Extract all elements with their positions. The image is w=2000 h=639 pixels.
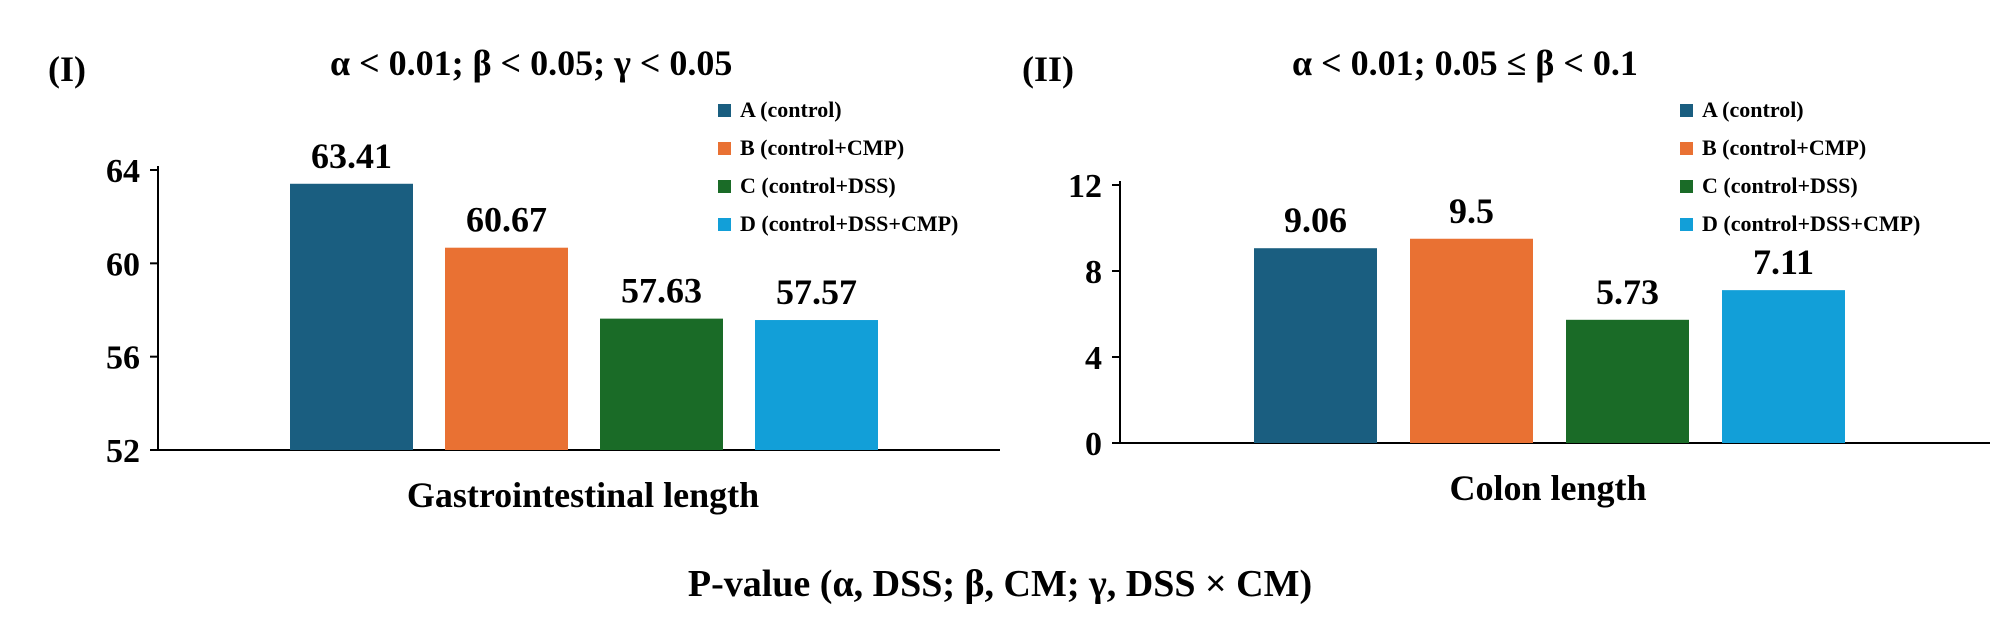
legend-label: B (control+CMP) xyxy=(1702,135,1867,160)
x-axis-label: Colon length xyxy=(1449,468,1646,508)
legend-item-b: B (control+CMP) xyxy=(1680,129,1920,167)
bar-data-label: 9.5 xyxy=(1449,191,1494,231)
bar-data-label: 7.11 xyxy=(1753,242,1814,282)
y-tick-label: 8 xyxy=(1085,254,1102,291)
legend-swatch-c xyxy=(718,179,731,193)
legend-item-d: D (control+DSS+CMP) xyxy=(1680,205,1920,243)
legend-swatch-a xyxy=(718,103,731,117)
bar-a xyxy=(290,183,413,450)
legend-swatch-d xyxy=(718,217,731,231)
y-tick-label: 12 xyxy=(1068,168,1102,205)
bar-data-label: 9.06 xyxy=(1284,200,1347,240)
legend-swatch-b xyxy=(718,141,731,155)
bar-b xyxy=(1410,238,1533,443)
x-axis-label: Gastrointestinal length xyxy=(407,475,759,515)
chart-title: α < 0.01; 0.05 ≤ β < 0.1 xyxy=(1292,43,1638,83)
chart-legend: A (control) B (control+CMP) C (control+D… xyxy=(718,91,958,243)
legend-swatch-c xyxy=(1680,179,1693,193)
y-tick-label: 60 xyxy=(106,246,140,283)
y-tick-label: 56 xyxy=(106,340,140,377)
bar-data-label: 63.41 xyxy=(311,136,392,176)
y-tick-label: 52 xyxy=(106,433,140,470)
bar-a xyxy=(1254,248,1377,443)
legend-swatch-d xyxy=(1680,217,1693,231)
legend-item-c: C (control+DSS) xyxy=(1680,167,1920,205)
legend-label: C (control+DSS) xyxy=(740,173,896,198)
bar-data-label: 57.57 xyxy=(776,272,857,312)
y-tick-label: 4 xyxy=(1085,340,1102,377)
legend-label: A (control) xyxy=(1702,97,1804,122)
legend-item-a: A (control) xyxy=(1680,91,1920,129)
chart-legend: A (control) B (control+CMP) C (control+D… xyxy=(1680,91,1920,243)
bar-data-label: 5.73 xyxy=(1596,272,1659,312)
chart-title: α < 0.01; β < 0.05; γ < 0.05 xyxy=(330,43,733,83)
y-tick-label: 64 xyxy=(106,153,140,190)
legend-label: D (control+DSS+CMP) xyxy=(1702,211,1921,236)
bar-data-label: 57.63 xyxy=(621,271,702,311)
bar-c xyxy=(1566,319,1689,443)
legend-item-c: C (control+DSS) xyxy=(718,167,958,205)
bar-b xyxy=(445,247,568,450)
panel-label: (I) xyxy=(48,49,86,89)
bar-data-label: 60.67 xyxy=(466,200,547,240)
legend-item-d: D (control+DSS+CMP) xyxy=(718,205,958,243)
legend-swatch-b xyxy=(1680,141,1693,155)
y-tick-label: 0 xyxy=(1085,426,1102,463)
legend-label: A (control) xyxy=(740,97,842,122)
legend-label: C (control+DSS) xyxy=(1702,173,1858,198)
p-value-caption: P-value (α, DSS; β, CM; γ, DSS × CM) xyxy=(687,563,1313,605)
legend-label: D (control+DSS+CMP) xyxy=(740,211,959,236)
bar-d xyxy=(1722,290,1845,443)
panel-label: (II) xyxy=(1022,49,1074,89)
legend-label: B (control+CMP) xyxy=(740,135,905,160)
bar-d xyxy=(755,320,878,450)
legend-swatch-a xyxy=(1680,103,1693,117)
legend-item-b: B (control+CMP) xyxy=(718,129,958,167)
legend-item-a: A (control) xyxy=(718,91,958,129)
bar-c xyxy=(600,318,723,450)
